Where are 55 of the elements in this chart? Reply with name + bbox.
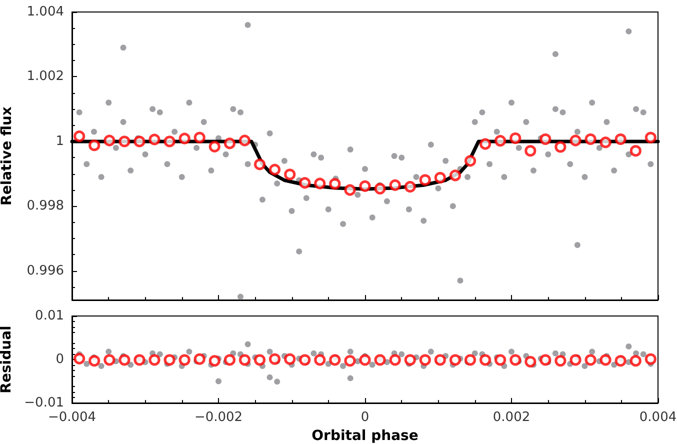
point — [419, 174, 431, 186]
point — [299, 177, 311, 189]
point — [329, 178, 341, 190]
x-tick-label: −0.004 — [48, 410, 96, 425]
point — [148, 134, 160, 146]
point — [404, 180, 416, 193]
x-axis-title: Orbital phase — [312, 428, 418, 444]
y-tick-label: −0.01 — [24, 396, 64, 410]
point — [554, 141, 566, 153]
point — [254, 158, 266, 170]
point — [600, 136, 612, 148]
point — [194, 132, 206, 144]
point — [434, 172, 446, 184]
x-tick-label: −0.002 — [194, 410, 243, 425]
point — [630, 145, 642, 157]
point — [389, 179, 401, 191]
x-tick-label: 0 — [360, 410, 370, 425]
point — [164, 136, 176, 148]
y-tick-label: 1.002 — [26, 69, 64, 84]
y-axis-title: Relative flux — [0, 106, 15, 206]
point — [88, 140, 100, 152]
point — [614, 133, 626, 145]
point — [344, 184, 356, 196]
point — [359, 180, 371, 192]
point — [238, 134, 251, 146]
point — [118, 136, 130, 148]
point — [374, 182, 386, 194]
y-axis-title: Residual — [0, 326, 14, 394]
point — [584, 133, 596, 145]
point — [284, 168, 296, 180]
point — [134, 136, 146, 148]
y-tick-label: 0.01 — [35, 308, 64, 324]
y-tick-label: 0 — [56, 352, 64, 367]
point — [644, 132, 656, 144]
point — [208, 140, 220, 152]
x-tick-label: 0.004 — [639, 410, 677, 425]
point — [510, 132, 522, 144]
point — [464, 155, 476, 167]
y-tick-label: 0.996 — [26, 263, 64, 278]
point — [449, 170, 462, 182]
y-tick-label: 0.998 — [26, 198, 64, 214]
point — [178, 132, 190, 144]
point — [479, 138, 492, 150]
point — [524, 145, 536, 157]
point — [540, 133, 552, 145]
point — [268, 164, 281, 176]
x-tick-label: 0.002 — [492, 410, 530, 425]
point — [224, 138, 236, 150]
point — [570, 134, 582, 146]
point — [104, 134, 116, 146]
point — [74, 130, 86, 142]
y-tick-label: 1 — [56, 134, 64, 149]
y-tick-label: 1.004 — [26, 4, 64, 20]
point — [494, 134, 506, 147]
point — [314, 178, 326, 190]
